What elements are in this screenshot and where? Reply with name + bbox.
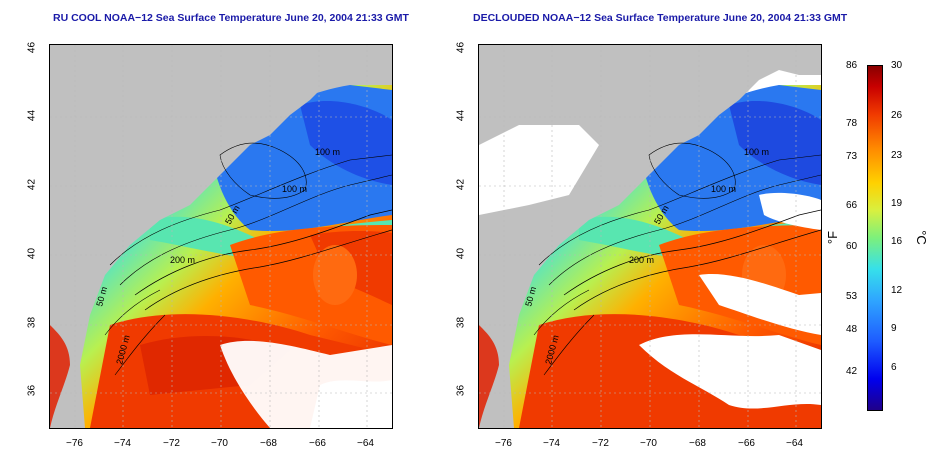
x-tick: −76 <box>66 438 83 449</box>
y-tick: 36 <box>455 384 467 397</box>
y-tick: 42 <box>26 178 38 191</box>
x-tick: −72 <box>163 438 180 449</box>
celsius-tick: 9 <box>891 323 897 334</box>
y-tick: 38 <box>26 316 38 329</box>
y-tick: 46 <box>455 41 467 54</box>
fahrenheit-tick: 48 <box>846 324 858 335</box>
contour-label-100m-b: 100 m <box>282 184 307 194</box>
left-panel-title: RU COOL NOAA−12 Sea Surface Temperature … <box>53 12 409 24</box>
fahrenheit-tick: 66 <box>846 200 858 211</box>
x-tick: −68 <box>260 438 277 449</box>
contour-label-100m-a: 100 m <box>315 147 340 157</box>
right-sst-map: 100 m 100 m 50 m 200 m 50 m 2000 m <box>478 44 822 429</box>
celsius-tick: 26 <box>891 110 903 121</box>
temperature-colorbar <box>867 65 883 411</box>
x-tick: −70 <box>640 438 657 449</box>
right-panel-title: DECLOUDED NOAA−12 Sea Surface Temperatur… <box>473 12 848 24</box>
x-tick: −76 <box>495 438 512 449</box>
y-tick: 44 <box>26 109 38 122</box>
fahrenheit-tick: 60 <box>846 241 858 252</box>
celsius-unit-label: °C <box>913 230 929 245</box>
celsius-tick: 30 <box>891 60 903 71</box>
contour-label-100m-a: 100 m <box>744 147 769 157</box>
fahrenheit-tick: 86 <box>846 60 858 71</box>
fahrenheit-tick: 42 <box>846 366 858 377</box>
x-tick: −72 <box>592 438 609 449</box>
y-tick: 40 <box>455 247 467 260</box>
contour-label-200m: 200 m <box>629 255 654 265</box>
coastline-land <box>50 45 392 428</box>
x-tick: −68 <box>689 438 706 449</box>
celsius-tick: 16 <box>891 236 903 247</box>
celsius-tick: 6 <box>891 362 897 373</box>
fahrenheit-unit-label: °F <box>825 230 841 245</box>
x-tick: −74 <box>543 438 560 449</box>
y-tick: 44 <box>455 109 467 122</box>
y-tick: 46 <box>26 41 38 54</box>
fahrenheit-tick: 53 <box>846 291 858 302</box>
x-tick: −66 <box>309 438 326 449</box>
celsius-tick: 19 <box>891 198 903 209</box>
y-tick: 42 <box>455 178 467 191</box>
celsius-tick: 12 <box>891 285 903 296</box>
y-tick: 38 <box>455 316 467 329</box>
x-tick: −64 <box>357 438 374 449</box>
y-tick: 36 <box>26 384 38 397</box>
x-tick: −74 <box>114 438 131 449</box>
y-tick: 40 <box>26 247 38 260</box>
x-tick: −64 <box>786 438 803 449</box>
fahrenheit-tick: 78 <box>846 118 858 129</box>
x-tick: −70 <box>211 438 228 449</box>
x-tick: −66 <box>738 438 755 449</box>
left-sst-map: 100 m 100 m 50 m 200 m 50 m 2000 m <box>49 44 393 429</box>
fahrenheit-tick: 73 <box>846 151 858 162</box>
celsius-tick: 23 <box>891 150 903 161</box>
contour-label-200m: 200 m <box>170 255 195 265</box>
contour-label-100m-b: 100 m <box>711 184 736 194</box>
